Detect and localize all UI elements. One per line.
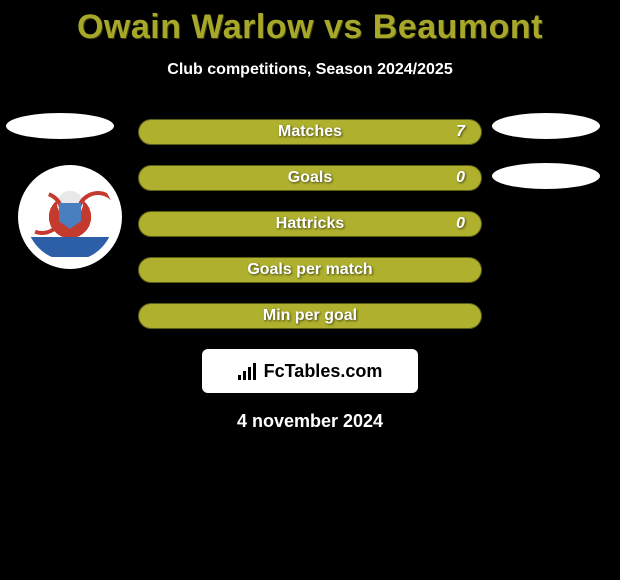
source-label: FcTables.com <box>264 361 383 382</box>
stat-label: Min per goal <box>263 307 357 325</box>
club-badge-left <box>18 165 122 269</box>
bars-icon <box>238 362 260 380</box>
stat-label: Hattricks <box>276 215 344 233</box>
player-right-placeholder <box>492 113 600 139</box>
stat-value: 0 <box>456 169 465 187</box>
source-attribution: FcTables.com <box>202 349 418 393</box>
comparison-area: Matches 7 Goals 0 Hattricks 0 Goals per … <box>0 119 620 329</box>
stat-bar-goals-per-match: Goals per match <box>138 257 482 283</box>
stat-value: 7 <box>456 123 465 141</box>
date-label: 4 november 2024 <box>0 411 620 432</box>
stat-label: Goals <box>288 169 332 187</box>
page-title: Owain Warlow vs Beaumont <box>0 0 620 47</box>
player-left-placeholder <box>6 113 114 139</box>
player-right-placeholder-2 <box>492 163 600 189</box>
stat-bar-hattricks: Hattricks 0 <box>138 211 482 237</box>
stat-label: Goals per match <box>247 261 372 279</box>
stat-bar-matches: Matches 7 <box>138 119 482 145</box>
stat-value: 0 <box>456 215 465 233</box>
stat-bars: Matches 7 Goals 0 Hattricks 0 Goals per … <box>138 119 482 329</box>
stat-label: Matches <box>278 123 342 141</box>
subtitle: Club competitions, Season 2024/2025 <box>0 61 620 79</box>
stat-bar-min-per-goal: Min per goal <box>138 303 482 329</box>
stat-bar-goals: Goals 0 <box>138 165 482 191</box>
